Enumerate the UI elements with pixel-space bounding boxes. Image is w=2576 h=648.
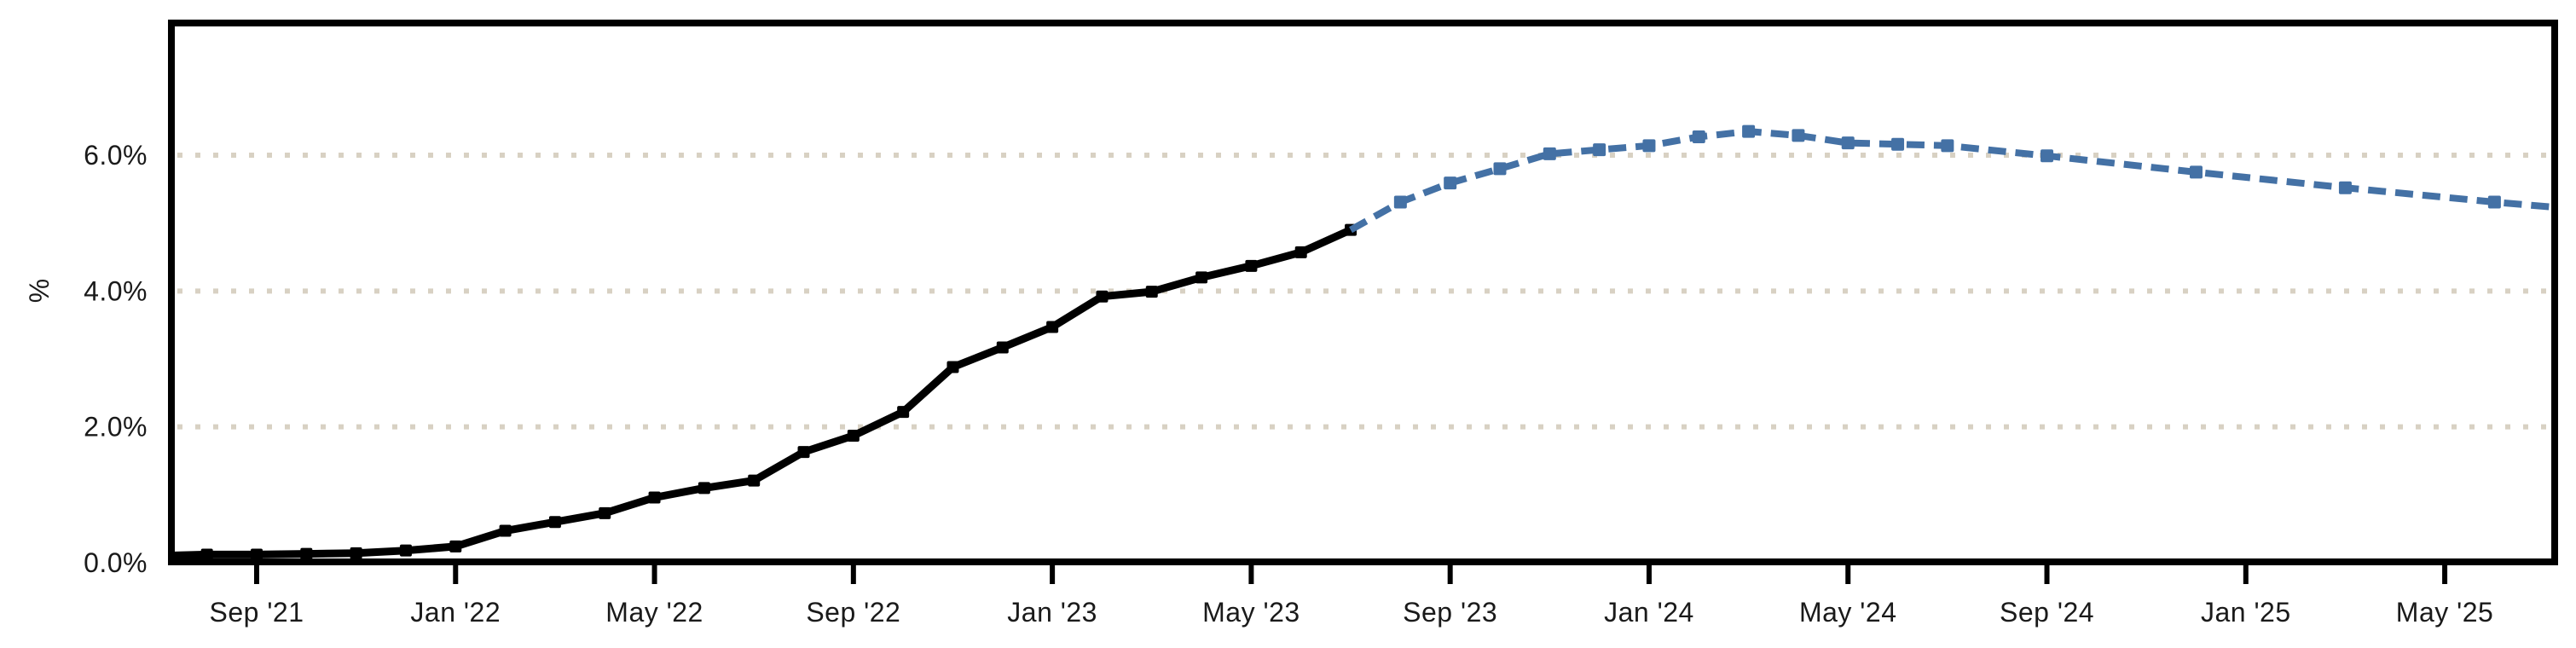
- data-point-marker: [1692, 130, 1705, 143]
- data-point-marker: [797, 446, 810, 459]
- data-point-marker: [499, 524, 512, 537]
- data-point-marker: [350, 547, 362, 559]
- data-point-marker: [1593, 143, 1606, 157]
- data-point-marker: [1195, 271, 1208, 284]
- x-tick-label: Jan '22: [410, 597, 501, 628]
- data-point-marker: [2189, 165, 2203, 179]
- data-point-marker: [897, 406, 910, 419]
- data-point-marker: [251, 548, 263, 561]
- x-tick-label: May '22: [605, 597, 703, 628]
- x-tick-label: May '24: [1799, 597, 1897, 628]
- y-tick-label: 4.0%: [84, 275, 148, 306]
- data-point-marker: [2487, 195, 2501, 209]
- data-point-marker: [300, 547, 313, 560]
- y-axis-title: %: [24, 279, 55, 303]
- x-tick-label: Jan '24: [1604, 597, 1694, 628]
- data-point-marker: [1145, 286, 1158, 298]
- x-tick-label: Sep '21: [209, 597, 304, 628]
- x-tick-label: May '25: [2396, 597, 2494, 628]
- data-point-marker: [996, 341, 1009, 354]
- data-point-marker: [698, 482, 710, 495]
- data-point-marker: [2041, 149, 2054, 163]
- x-tick-label: Sep '24: [2000, 597, 2094, 628]
- data-point-marker: [1096, 290, 1109, 303]
- x-tick-label: Sep '23: [1403, 597, 1497, 628]
- x-tick-label: May '23: [1202, 597, 1300, 628]
- data-point-marker: [1493, 162, 1507, 176]
- data-point-marker: [1294, 246, 1307, 258]
- y-axis-labels-group: 0.0% 2.0% 4.0% 6.0%: [84, 140, 148, 578]
- data-point-marker: [1642, 139, 1656, 153]
- x-tick-label: Jan '25: [2201, 597, 2291, 628]
- data-point-marker: [1792, 129, 1805, 142]
- data-point-marker: [200, 548, 213, 561]
- plot-frame: [168, 20, 2558, 565]
- data-point-marker: [1891, 137, 1905, 151]
- data-point-marker: [1393, 195, 1407, 209]
- data-point-marker: [449, 540, 462, 553]
- data-point-marker: [1543, 147, 1556, 160]
- data-point-marker: [1941, 139, 1954, 153]
- y-tick-label: 6.0%: [84, 140, 148, 171]
- data-point-marker: [599, 506, 611, 519]
- data-point-marker: [946, 361, 959, 373]
- data-point-marker: [1444, 176, 1457, 190]
- series-forecast-line: [1349, 128, 2555, 234]
- data-point-marker: [1742, 124, 1756, 138]
- y-tick-label: 2.0%: [84, 412, 148, 443]
- series-historical-line: [171, 226, 1355, 560]
- data-point-marker: [1245, 259, 1258, 272]
- data-point-marker: [847, 430, 860, 443]
- data-point-marker: [1046, 321, 1059, 333]
- x-tick-label: Sep '22: [806, 597, 900, 628]
- data-point-marker: [2338, 181, 2352, 194]
- series-group: [171, 124, 2555, 561]
- data-point-marker: [648, 491, 661, 504]
- data-point-marker: [399, 544, 412, 557]
- gridlines-group: [177, 152, 2550, 430]
- data-point-marker: [748, 474, 761, 487]
- x-tick-label: Jan '23: [1007, 597, 1097, 628]
- x-axis-labels-group: Sep '21 Jan '22 May '22 Sep '22 Jan '23 May '…: [209, 597, 2494, 628]
- y-tick-label: 0.0%: [84, 547, 148, 578]
- x-axis-ticks-group: [254, 563, 2448, 584]
- data-point-marker: [548, 516, 561, 529]
- data-point-marker: [1841, 136, 1855, 150]
